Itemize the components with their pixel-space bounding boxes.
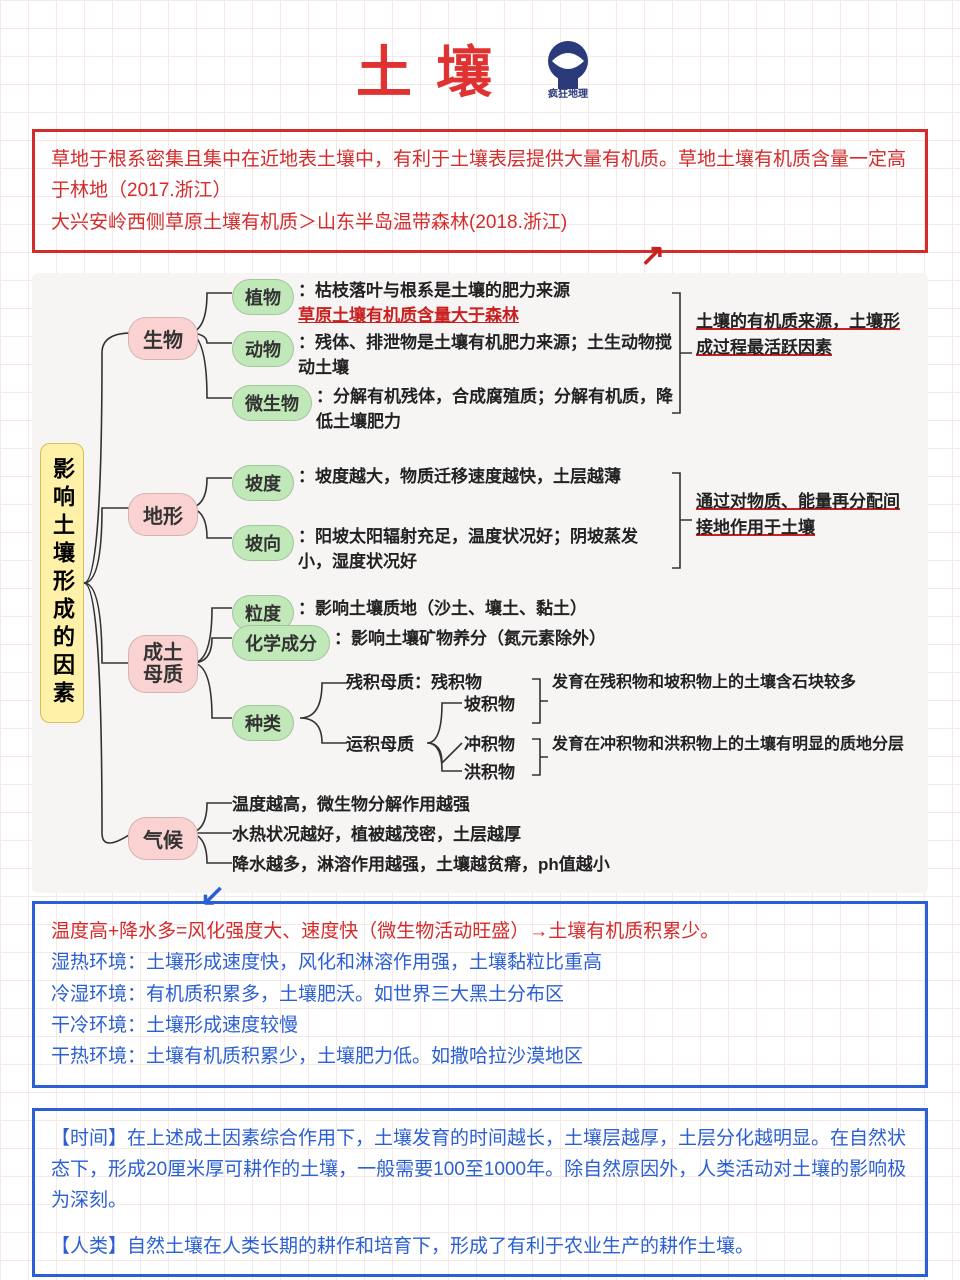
- title-row: 土壤 疯狂地理: [0, 0, 960, 109]
- sub-plant: 植物: [232, 279, 294, 315]
- text-plant: ：枯枝落叶与根系是土壤的肥力来源草原土壤有机质含量大于森林: [298, 279, 678, 328]
- side-terrain: 通过对物质、能量再分配间接地作用于土壤: [696, 489, 906, 540]
- root-node: 影响土壤形成的因素: [40, 443, 84, 723]
- bot-time: 【时间】在上述成土因素综合作用下，土壤发育的时间越长，土壤层越厚，土层分化越明显…: [51, 1123, 909, 1217]
- branch-parent: 成土母质: [128, 635, 198, 693]
- note-box-mid: 温度高+降水多=风化强度大、速度快（微生物活动旺盛）→土壤有机质积累少。 湿热环…: [32, 901, 928, 1088]
- sub-animal: 动物: [232, 331, 294, 367]
- text-chem: ：影响土壤矿物养分（氮元素除外）: [334, 627, 734, 652]
- side-bio: 土壤的有机质来源，土壤形成过程最活跃因素: [696, 309, 906, 360]
- text-micro: ：分解有机残体，合成腐殖质；分解有机质，降低土壤肥力: [316, 385, 676, 434]
- mid-head: 温度高+降水多=风化强度大、速度快（微生物活动旺盛）→土壤有机质积累少。: [51, 916, 909, 947]
- sub-aspect: 坡向: [232, 525, 294, 561]
- sub-micro: 微生物: [232, 385, 312, 421]
- arrow-down-icon: ↙: [200, 878, 225, 913]
- note-top-line2: 大兴安岭西侧草原土壤有机质＞山东半岛温带森林(2018.浙江): [51, 207, 909, 238]
- text-res: 残积母质：残积物: [346, 671, 482, 696]
- bot-human: 【人类】自然土壤在人类长期的耕作和培育下，形成了有利于农业生产的耕作土壤。: [51, 1231, 909, 1262]
- text-aspect: ：阳坡太阳辐射充足，温度状况好；阴坡蒸发小，湿度状况好: [298, 525, 668, 574]
- mid-l2: 冷湿环境：有机质积累多，土壤肥沃。如世界三大黑土分布区: [51, 979, 909, 1010]
- mid-l3: 干冷环境：土壤形成速度较慢: [51, 1010, 909, 1041]
- climate-l2: 水热状况越好，植被越茂密，土层越厚: [232, 823, 792, 848]
- arrow-up-icon: ↗: [640, 238, 665, 273]
- sub-chem: 化学成分: [232, 625, 330, 661]
- note-box-top: 草地于根系密集且集中在近地表土壤中，有利于土壤表层提供大量有机质。草地土壤有机质…: [32, 129, 928, 253]
- sub-kind: 种类: [232, 705, 294, 741]
- branch-climate: 气候: [128, 817, 198, 860]
- svg-text:疯狂地理: 疯狂地理: [548, 87, 588, 100]
- text-grain: ：影响土壤质地（沙土、壤土、黏土）: [298, 597, 718, 622]
- note-top-line1: 草地于根系密集且集中在近地表土壤中，有利于土壤表层提供大量有机质。草地土壤有机质…: [51, 144, 909, 207]
- mid-l4: 干热环境：土壤有机质积累少，土壤肥力低。如撒哈拉沙漠地区: [51, 1041, 909, 1072]
- item-hong: 洪积物: [464, 761, 515, 786]
- page-title: 土壤: [356, 28, 516, 109]
- text-animal: ：残体、排泄物是土壤有机肥力来源；土生动物搅动土壤: [298, 331, 678, 380]
- logo-icon: 疯狂地理: [532, 37, 604, 101]
- item-chong: 冲积物: [464, 733, 515, 758]
- climate-l3: 降水越多，淋溶作用越强，土壤越贫瘠，ph值越小: [232, 853, 792, 878]
- text-trans: 运积母质: [346, 733, 414, 758]
- mid-l1: 湿热环境：土壤形成速度快，风化和淋溶作用强，土壤黏粒比重高: [51, 947, 909, 978]
- note-trans: 发育在冲积物和洪积物上的土壤有明显的质地分层: [552, 733, 912, 756]
- branch-terrain: 地形: [128, 493, 198, 536]
- sub-slope: 坡度: [232, 465, 294, 501]
- note-box-bottom: 【时间】在上述成土因素综合作用下，土壤发育的时间越长，土壤层越厚，土层分化越明显…: [32, 1108, 928, 1277]
- branch-bio: 生物: [128, 317, 198, 360]
- text-slope: ：坡度越大，物质迁移速度越快，土层越薄: [298, 465, 668, 490]
- note-res: 发育在残积物和坡积物上的土壤含石块较多: [552, 671, 912, 694]
- mindmap: 影响土壤形成的因素 生物 植物 ：枯枝落叶与根系是土壤的肥力来源草原土壤有机质含…: [32, 273, 928, 893]
- item-po: 坡积物: [464, 693, 515, 718]
- climate-l1: 温度越高，微生物分解作用越强: [232, 793, 792, 818]
